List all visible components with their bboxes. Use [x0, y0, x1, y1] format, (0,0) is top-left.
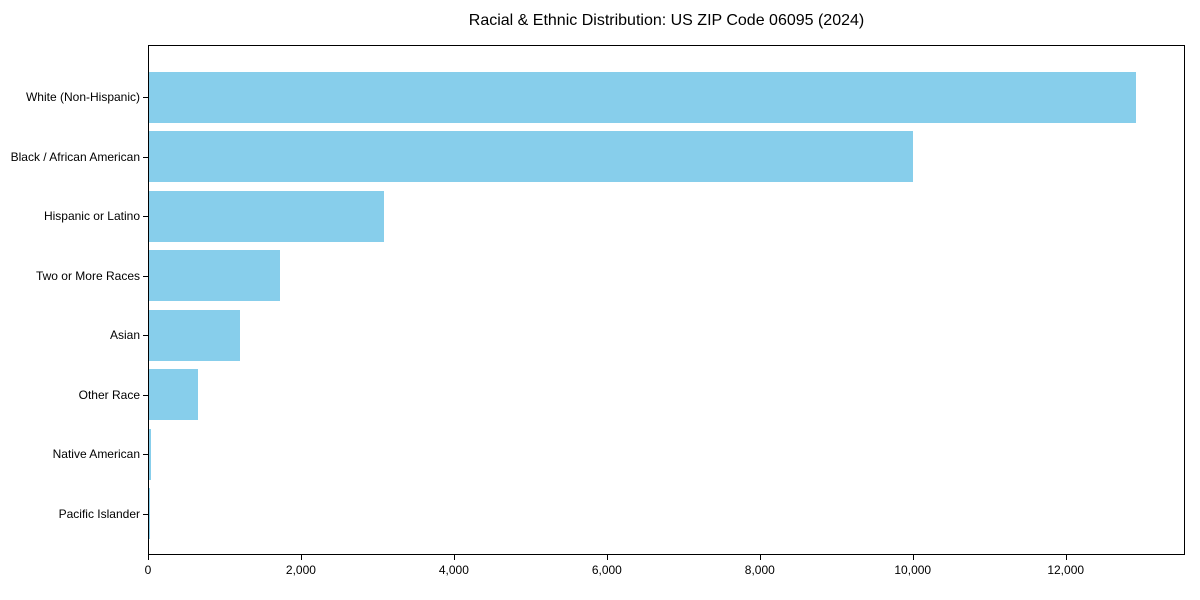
- bar-4: [149, 309, 240, 361]
- y-axis-label: Black / African American: [10, 149, 140, 164]
- y-axis-tick: [143, 454, 148, 455]
- bar-1: [149, 131, 913, 182]
- x-axis-tick: [1065, 555, 1067, 560]
- bar-0: [149, 71, 1137, 123]
- y-axis-label: Two or More Races: [35, 268, 140, 283]
- bar-7: [149, 488, 150, 539]
- x-axis-tick-label: 6,000: [591, 563, 622, 577]
- y-axis-tick: [143, 275, 148, 277]
- x-axis-tick: [453, 555, 455, 560]
- x-axis-tick-label: 10,000: [894, 563, 932, 577]
- x-axis-tick: [300, 555, 302, 560]
- x-axis-tick: [759, 555, 761, 560]
- y-axis-tick: [143, 216, 148, 217]
- bar-3: [149, 250, 281, 301]
- y-axis-label: Other Race: [78, 387, 140, 402]
- x-axis-tick: [912, 555, 914, 560]
- plot-area: [148, 45, 1185, 555]
- y-axis-label: Hispanic or Latino: [43, 209, 140, 223]
- y-axis-tick: [143, 394, 148, 396]
- x-axis-tick-label: 8,000: [744, 563, 775, 577]
- y-axis-tick: [143, 335, 148, 336]
- y-axis-label: Native American: [52, 447, 140, 461]
- x-axis-tick-label: 4,000: [438, 563, 469, 577]
- bar-5: [149, 369, 198, 420]
- y-axis-tick: [143, 97, 148, 98]
- y-axis-label: Asian: [109, 328, 140, 342]
- x-axis-tick: [148, 555, 149, 560]
- y-axis-label: Pacific Islander: [58, 506, 140, 521]
- chart-title: Racial & Ethnic Distribution: US ZIP Cod…: [468, 12, 865, 29]
- bar-2: [149, 190, 384, 242]
- x-axis-tick: [606, 555, 608, 560]
- x-axis-tick-label: 12,000: [1047, 563, 1085, 577]
- x-axis-tick-label: 2,000: [285, 563, 316, 577]
- x-axis-tick-label: 0: [144, 563, 152, 577]
- y-axis-tick: [143, 156, 148, 158]
- bar-6: [149, 428, 152, 480]
- y-axis-label: White (Non-Hispanic): [25, 90, 140, 104]
- y-axis-tick: [143, 513, 148, 515]
